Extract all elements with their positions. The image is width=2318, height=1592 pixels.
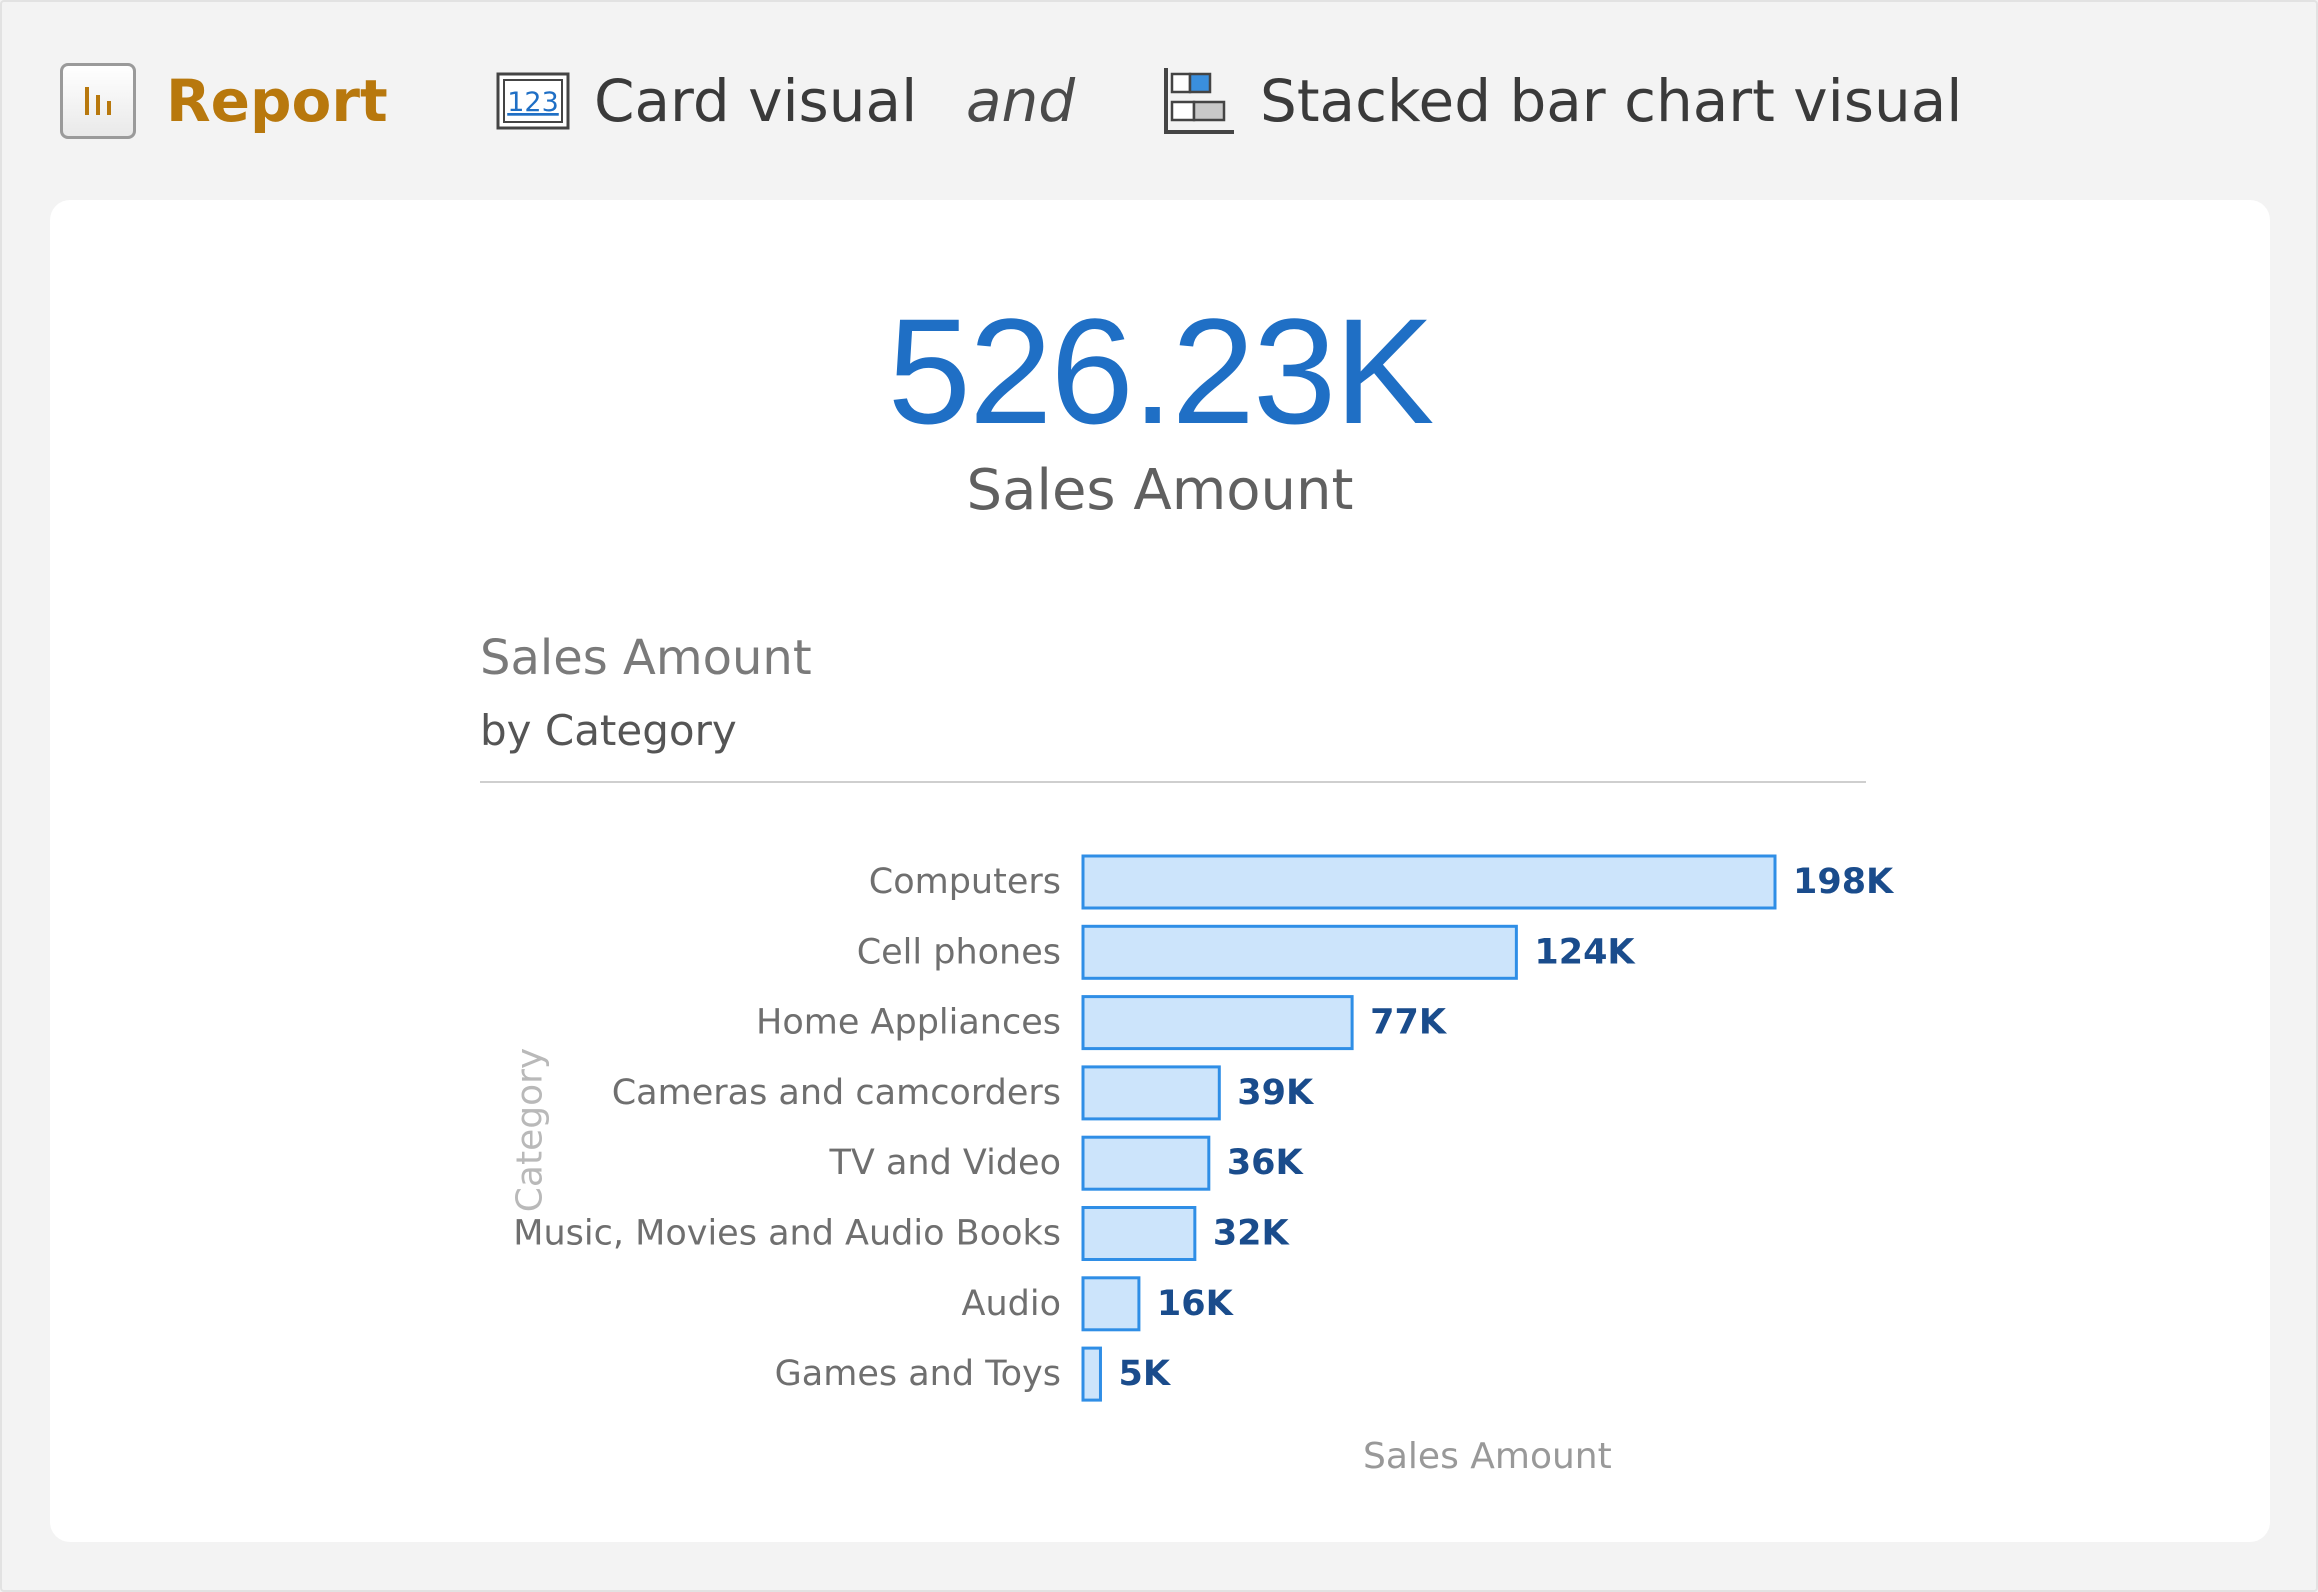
category-label: Cameras and camcorders bbox=[612, 1073, 1061, 1113]
data-label: 39K bbox=[1237, 1073, 1315, 1113]
data-label: 124K bbox=[1534, 932, 1636, 972]
category-label: Music, Movies and Audio Books bbox=[513, 1214, 1061, 1254]
data-label: 32K bbox=[1213, 1214, 1291, 1254]
stacked-bar-chart-label: Stacked bar chart visual bbox=[1260, 67, 1963, 135]
data-label: 16K bbox=[1157, 1284, 1235, 1324]
data-label: 36K bbox=[1227, 1143, 1305, 1183]
connector-text: and bbox=[966, 67, 1076, 135]
chart-title-divider bbox=[480, 781, 1866, 783]
category-label: Games and Toys bbox=[775, 1354, 1061, 1394]
header-card-visual: 123 Card visual bbox=[496, 56, 917, 146]
report-canvas: 526.23K Sales Amount Sales Amount by Cat… bbox=[50, 200, 2270, 1542]
bar[interactable] bbox=[1081, 1135, 1211, 1191]
category-label: Cell phones bbox=[857, 932, 1061, 972]
data-label: 5K bbox=[1118, 1354, 1171, 1394]
category-label: Audio bbox=[962, 1284, 1061, 1324]
data-label: 198K bbox=[1793, 862, 1895, 902]
bar[interactable] bbox=[1081, 1276, 1141, 1332]
bar[interactable] bbox=[1081, 1206, 1197, 1261]
category-label: Home Appliances bbox=[756, 1003, 1061, 1043]
bar[interactable] bbox=[1081, 1065, 1221, 1121]
report-view-icon bbox=[60, 63, 136, 139]
header-report: Report bbox=[60, 56, 388, 146]
bar-chart[interactable]: Computers 198K Cell phones 124K Home Applian… bbox=[50, 200, 2270, 1542]
data-label: 77K bbox=[1370, 1003, 1448, 1043]
header-connector: and bbox=[966, 56, 1075, 146]
card-visual-icon: 123 bbox=[496, 69, 570, 133]
card-label: Sales Amount bbox=[966, 458, 1354, 523]
x-axis-title: Sales Amount bbox=[1363, 1436, 1612, 1477]
bar[interactable] bbox=[1081, 924, 1518, 980]
category-label: Computers bbox=[869, 862, 1061, 902]
header-bar-visual: Stacked bar chart visual bbox=[1162, 56, 1962, 146]
stacked-bar-chart-icon bbox=[1162, 68, 1236, 134]
card-visual-label: Card visual bbox=[594, 67, 918, 135]
card-visual-icon-text: 123 bbox=[507, 87, 559, 118]
bar[interactable] bbox=[1081, 1346, 1102, 1402]
chart-subtitle: by Category bbox=[480, 706, 737, 755]
card-value[interactable]: 526.23K bbox=[887, 287, 1435, 455]
bar[interactable] bbox=[1081, 995, 1354, 1051]
category-label: TV and Video bbox=[829, 1143, 1061, 1183]
chart-title: Sales Amount bbox=[480, 630, 812, 686]
bar[interactable] bbox=[1081, 854, 1777, 910]
report-label: Report bbox=[166, 67, 388, 135]
